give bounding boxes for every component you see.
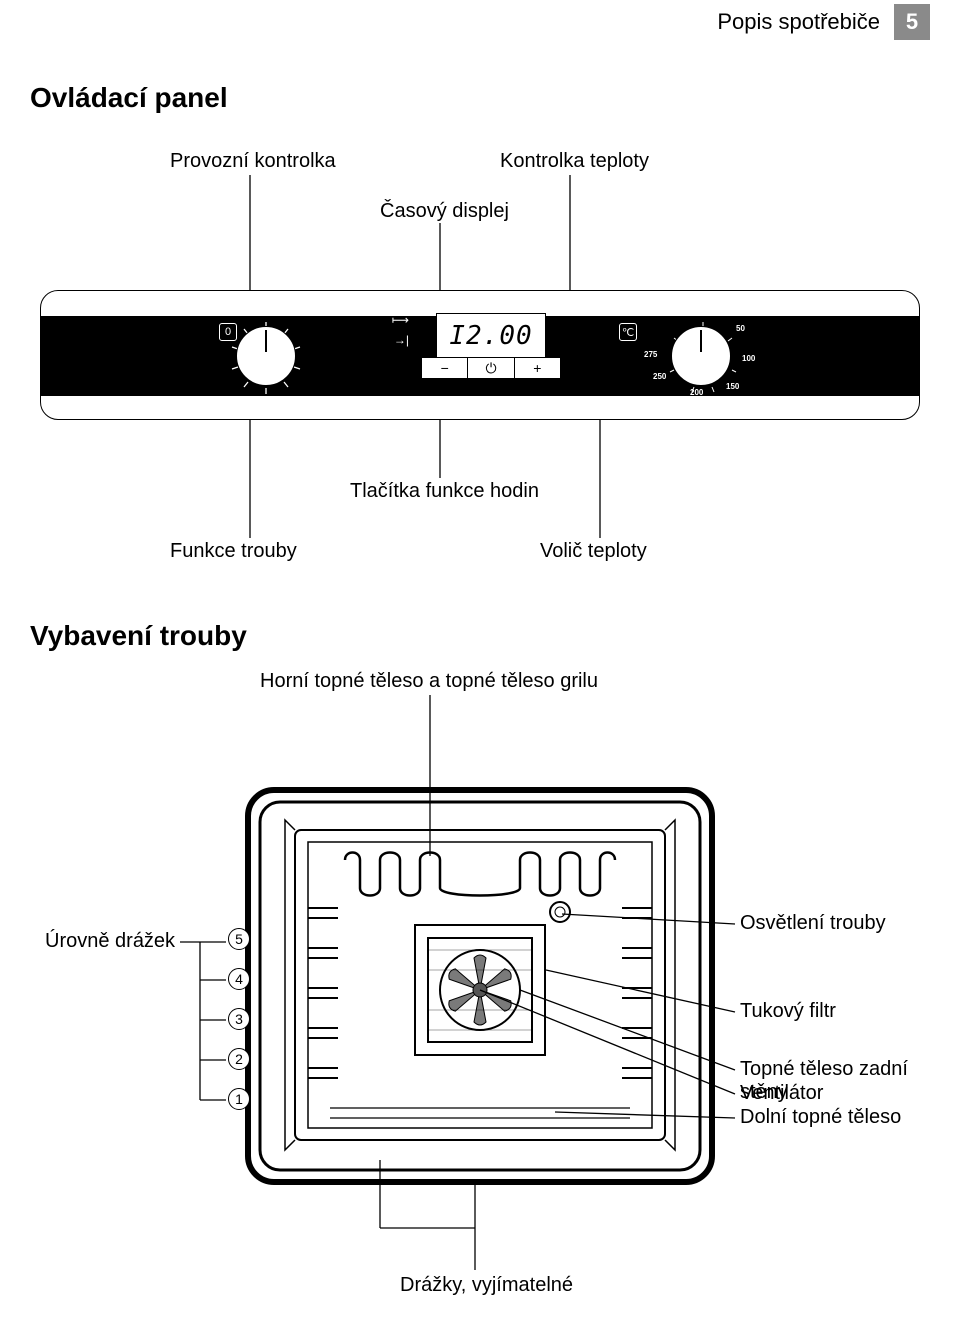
page-header: Popis spotřebiče 5 xyxy=(717,4,930,40)
panel-icon-zero: 0 xyxy=(219,323,237,341)
rack-number-2: 2 xyxy=(228,1048,250,1070)
label-ventilator: Ventilátor xyxy=(740,1082,823,1105)
control-panel: 0 ℃ ⟼ →| 🔔 ⊕ I2.00 − xyxy=(40,290,920,420)
label-tlacitka-funkce-hodin: Tlačítka funkce hodin xyxy=(350,480,539,503)
label-drazky-vyjimatelne: Drážky, vyjímatelné xyxy=(400,1274,573,1297)
label-kontrolka-teploty: Kontrolka teploty xyxy=(500,150,649,173)
clock-buttons: − ⏻ + xyxy=(421,357,561,379)
mode-button[interactable]: ⏻ xyxy=(468,358,514,378)
plus-button[interactable]: + xyxy=(515,358,560,378)
panel-icon-celsius: ℃ xyxy=(619,323,637,341)
label-provozni-kontrolka: Provozní kontrolka xyxy=(170,150,336,173)
label-osvetleni-trouby: Osvětlení trouby xyxy=(740,912,886,935)
oven-diagram xyxy=(240,760,720,1190)
made-in-label: MADE IN GERMANY xyxy=(448,409,513,415)
section-title-control-panel: Ovládací panel xyxy=(30,82,228,114)
rack-number-1: 1 xyxy=(228,1088,250,1110)
page-number-box: 5 xyxy=(894,4,930,40)
label-dolni-topne: Dolní topné těleso xyxy=(740,1106,901,1129)
time-display-unit: I2.00 − ⏻ + xyxy=(411,313,571,379)
rack-number-3: 3 xyxy=(228,1008,250,1030)
end-icon: →| xyxy=(394,333,409,347)
label-tukovy-filtr: Tukový filtr xyxy=(740,1000,836,1023)
label-funkce-trouby: Funkce trouby xyxy=(170,540,297,563)
rack-number-4: 4 xyxy=(228,968,250,990)
section-title-oven-equipment: Vybavení trouby xyxy=(30,620,247,652)
page-header-text: Popis spotřebiče xyxy=(717,9,880,35)
display-icons-left: ⟼ →| xyxy=(391,313,409,347)
function-knob[interactable] xyxy=(236,326,296,386)
rack-number-5: 5 xyxy=(228,928,250,950)
minus-button[interactable]: − xyxy=(422,358,468,378)
time-display: I2.00 xyxy=(436,313,546,358)
label-urovne-drazek: Úrovně drážek xyxy=(45,930,175,953)
label-volic-teploty: Volič teploty xyxy=(540,540,647,563)
label-casovy-displej: Časový displej xyxy=(380,200,509,223)
label-horni-topne: Horní topné těleso a topné těleso grilu xyxy=(260,670,598,693)
temperature-knob[interactable] xyxy=(671,326,731,386)
duration-icon: ⟼ xyxy=(392,313,409,327)
